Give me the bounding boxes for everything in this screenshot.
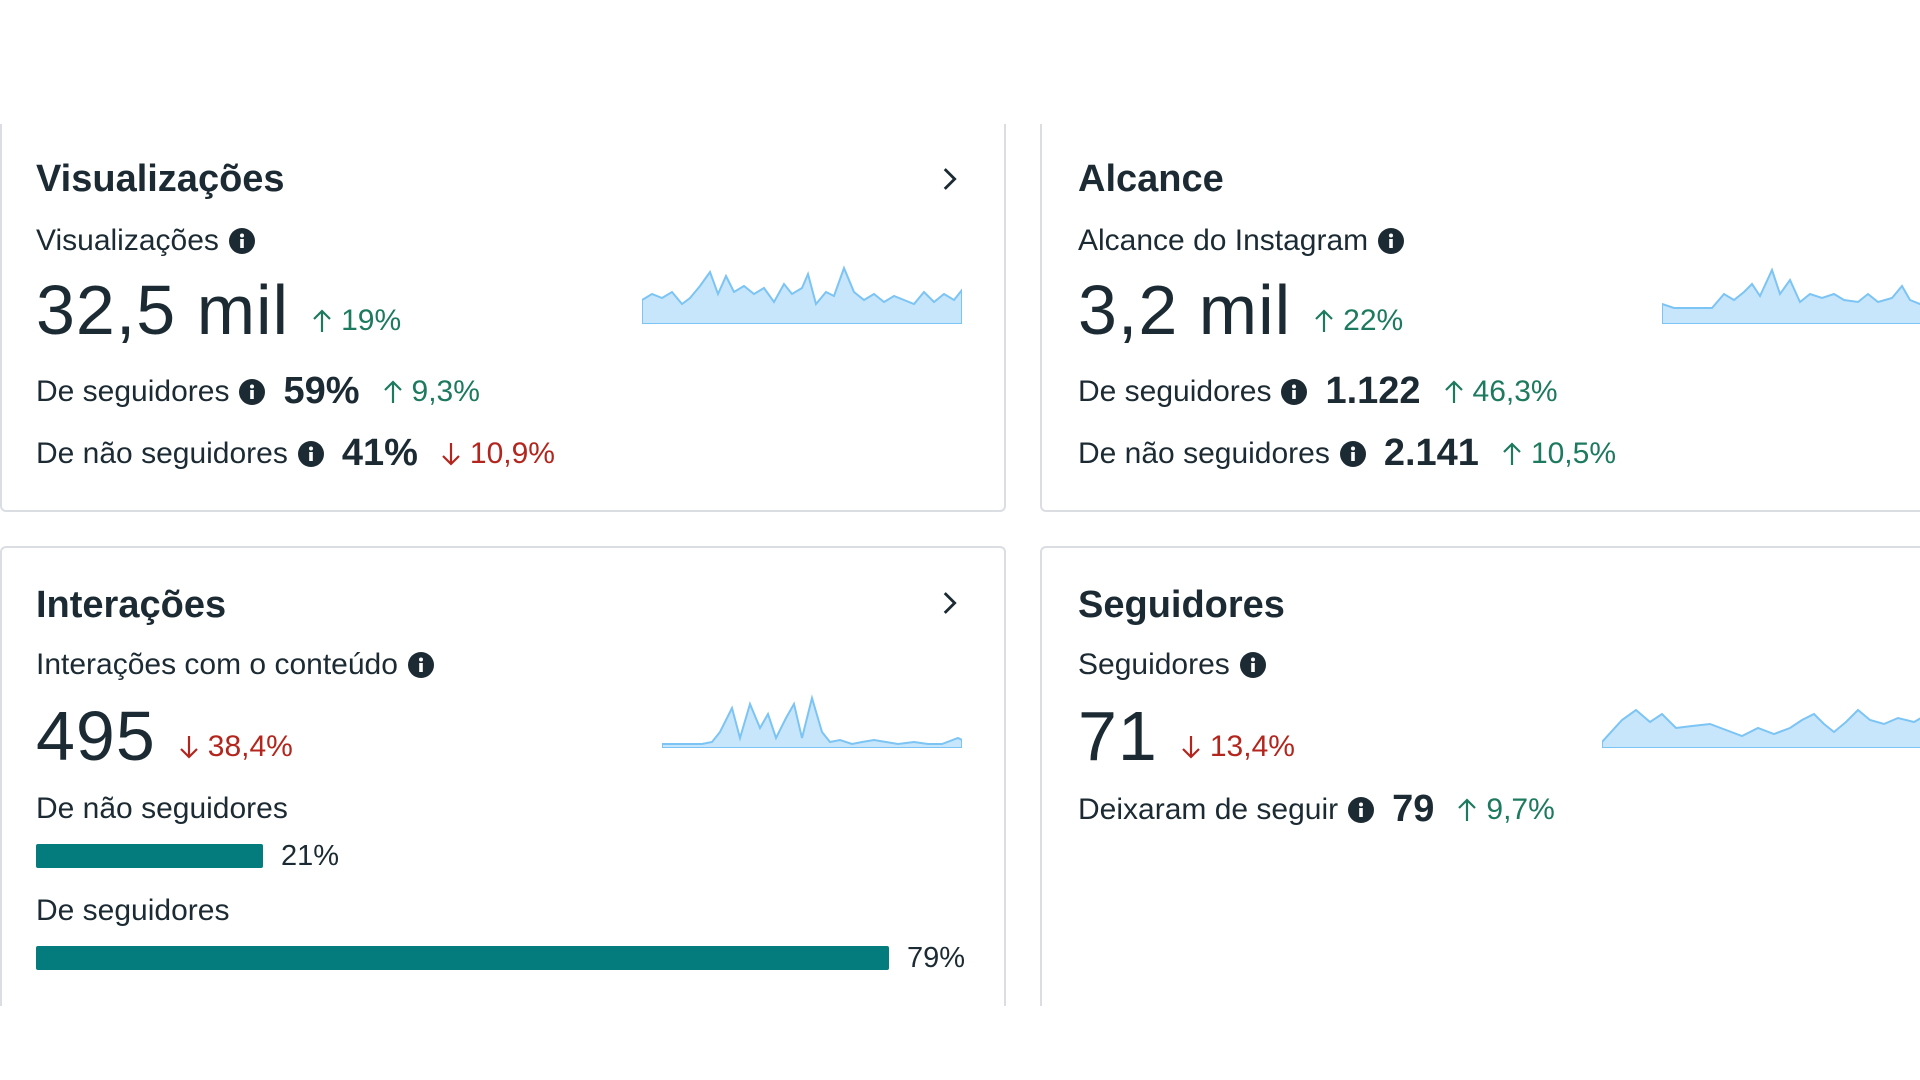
views-row-followers: De seguidores 59% 9,3% [36, 370, 480, 413]
card-title: Interações [36, 584, 227, 626]
row-value: 2.141 [1383, 432, 1479, 474]
followers-sparkline [1602, 708, 1920, 748]
reach-row-followers: De seguidores 1.122 46,3% [1078, 370, 1558, 413]
info-icon[interactable] [1378, 228, 1405, 254]
row-delta-value: 10,9% [469, 436, 555, 470]
row-label: De seguidores [1078, 374, 1272, 408]
nonfollowers-bar [36, 844, 263, 868]
metric-delta-value: 38,4% [207, 730, 293, 763]
row-label: Deixaram de seguir [1078, 792, 1339, 826]
followers-bar [36, 946, 889, 970]
metric-subtitle: Alcance do Instagram [1078, 224, 1405, 258]
info-icon[interactable] [1239, 652, 1266, 678]
metric-delta-value: 22% [1343, 304, 1404, 337]
row-delta: 10,5% [1501, 437, 1616, 471]
row-delta-value: 46,3% [1472, 374, 1558, 408]
info-icon[interactable] [1348, 796, 1375, 823]
metric-value: 495 [36, 697, 156, 775]
arrow-up-icon [1458, 797, 1477, 821]
row-delta-value: 10,5% [1530, 436, 1617, 470]
metric-subtitle: Visualizações [36, 224, 255, 258]
followers-card[interactable]: Seguidores Seguidores 71 13,4% Deixaram … [1040, 546, 1920, 1006]
metric-value: 71 [1078, 697, 1158, 775]
reach-card[interactable]: Alcance Alcance do Instagram 3,2 mil 22%… [1040, 124, 1920, 512]
row-label: De não seguidores [1078, 436, 1330, 470]
metric-subtitle-label: Visualizações [36, 224, 219, 257]
card-title: Seguidores [1078, 584, 1285, 626]
row-delta: 9,7% [1456, 792, 1555, 827]
views-sparkline [642, 265, 962, 324]
arrow-up-icon [313, 309, 331, 332]
row-delta: 10,9% [440, 437, 555, 471]
info-icon[interactable] [1281, 378, 1308, 405]
arrow-down-icon [1182, 736, 1200, 759]
metric-subtitle-label: Seguidores [1078, 648, 1230, 681]
metric-value-row: 3,2 mil 22% [1078, 270, 1403, 350]
views-row-nonfollowers: De não seguidores 41% 10,9% [36, 432, 555, 475]
row-label: De seguidores [36, 374, 230, 408]
row-delta-value: 9,3% [411, 374, 480, 408]
reach-sparkline [1662, 267, 1920, 324]
metric-subtitle: Seguidores [1078, 648, 1266, 682]
arrow-down-icon [180, 736, 198, 759]
card-title: Visualizações [36, 158, 285, 200]
card-title: Alcance [1078, 158, 1224, 200]
bar-label: De seguidores [36, 894, 230, 927]
metric-delta: 19% [311, 304, 401, 338]
bar-percent: 21% [281, 840, 340, 872]
info-icon[interactable] [239, 378, 266, 405]
info-icon[interactable] [407, 652, 434, 678]
bar-label: De não seguidores [36, 792, 288, 825]
metric-delta-value: 13,4% [1209, 730, 1295, 763]
chevron-right-icon[interactable] [932, 586, 966, 620]
metric-delta-value: 19% [341, 304, 402, 337]
followers-row-unfollowed: Deixaram de seguir 79 9,7% [1078, 788, 1555, 831]
bar-percent: 79% [907, 942, 966, 974]
arrow-up-icon [1444, 379, 1463, 403]
metric-delta: 22% [1313, 304, 1403, 338]
metric-value-row: 32,5 mil 19% [36, 270, 401, 350]
metric-delta: 38,4% [178, 730, 293, 764]
arrow-up-icon [383, 379, 402, 403]
metric-value-row: 495 38,4% [36, 696, 293, 776]
arrow-down-icon [442, 442, 460, 466]
metric-value-row: 71 13,4% [1078, 696, 1295, 776]
info-icon[interactable] [297, 440, 324, 467]
info-icon[interactable] [228, 228, 255, 254]
row-value: 1.122 [1325, 370, 1421, 412]
row-delta: 46,3% [1443, 375, 1558, 409]
interactions-card[interactable]: Interações Interações com o conteúdo 495… [0, 546, 1006, 1006]
reach-row-nonfollowers: De não seguidores 2.141 10,5% [1078, 432, 1616, 475]
metric-subtitle-label: Alcance do Instagram [1078, 224, 1369, 257]
row-value: 41% [341, 432, 418, 474]
info-icon[interactable] [1339, 440, 1366, 467]
metric-value: 3,2 mil [1078, 271, 1292, 349]
metric-value: 32,5 mil [36, 271, 290, 349]
arrow-up-icon [1503, 441, 1521, 465]
row-value: 59% [283, 370, 360, 412]
interactions-sparkline [662, 694, 962, 748]
metric-subtitle: Interações com o conteúdo [36, 648, 434, 682]
chevron-right-icon[interactable] [932, 162, 966, 196]
metric-delta: 13,4% [1180, 730, 1295, 764]
metric-subtitle-label: Interações com o conteúdo [36, 648, 398, 681]
row-value: 79 [1392, 788, 1435, 830]
arrow-up-icon [1315, 309, 1333, 332]
row-delta: 9,3% [382, 375, 480, 409]
row-delta-value: 9,7% [1486, 792, 1555, 826]
row-label: De não seguidores [36, 436, 288, 470]
views-card[interactable]: Visualizações Visualizações 32,5 mil 19%… [0, 124, 1006, 512]
